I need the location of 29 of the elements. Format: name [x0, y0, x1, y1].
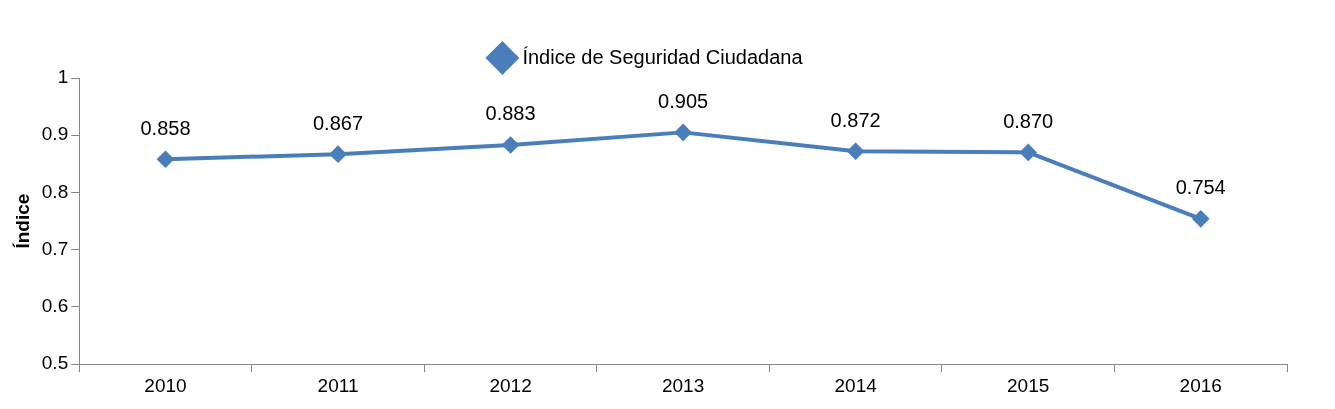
point	[157, 151, 174, 168]
point	[675, 124, 692, 141]
point	[1020, 144, 1037, 161]
data-label: 0.883	[485, 102, 536, 125]
data-label: 0.905	[658, 89, 709, 112]
x-tick-label: 2016	[1179, 374, 1222, 396]
point	[1192, 210, 1209, 227]
point	[502, 136, 519, 153]
x-tick-label: 2011	[317, 374, 359, 396]
data-label: 0.870	[1003, 109, 1054, 132]
data-label: 0.754	[1175, 176, 1226, 199]
y-tick-label: 0.6	[41, 295, 69, 317]
legend-label: Índice de Seguridad Ciudadana	[522, 45, 804, 68]
x-tick-label: 2010	[144, 374, 187, 396]
y-tick-label: 0.9	[41, 123, 69, 145]
x-tick-label: 2013	[661, 374, 705, 396]
point	[847, 143, 864, 160]
y-axis-title: Índice	[11, 193, 33, 249]
data-label: 0.872	[830, 108, 881, 131]
y-tick-label: 0.7	[41, 237, 69, 259]
data-label: 0.858	[140, 116, 191, 139]
y-tick-label: 0.5	[41, 352, 69, 374]
point	[330, 146, 347, 163]
x-tick-label: 2014	[834, 374, 878, 396]
y-tick-label: 0.8	[41, 180, 69, 202]
x-tick-label: 2015	[1007, 374, 1050, 396]
data-label: 0.867	[312, 111, 364, 134]
y-tick-label: 1	[57, 66, 69, 88]
x-tick-label: 2012	[489, 374, 532, 396]
